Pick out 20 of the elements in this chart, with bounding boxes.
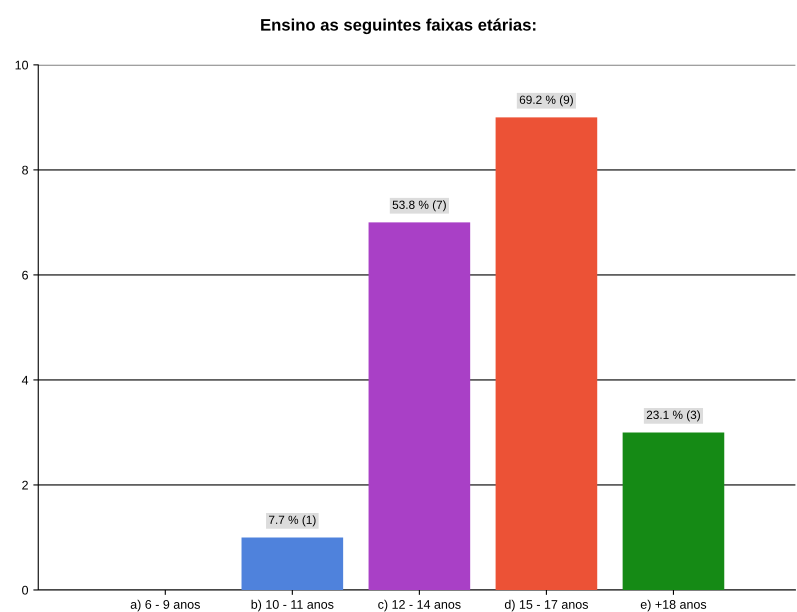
y-tick-label: 0	[22, 586, 28, 595]
y-tick-label: 8	[22, 166, 28, 175]
chart-title: Ensino as seguintes faixas etárias:	[261, 18, 536, 34]
bar	[622, 432, 724, 590]
x-tick-label: a) 6 - 9 anos	[130, 600, 200, 612]
data-label: 69.2 % (9)	[520, 95, 573, 106]
bar	[368, 222, 470, 590]
x-tick-label: c) 12 - 14 anos	[378, 600, 461, 612]
data-label: 7.7 % (1)	[268, 515, 316, 526]
y-tick-label: 10	[16, 60, 28, 70]
bar	[242, 537, 344, 590]
x-tick-label: d) 15 - 17 anos	[504, 600, 588, 612]
x-tick-label: e) +18 anos	[640, 600, 706, 612]
y-tick-label: 2	[22, 480, 28, 490]
data-label: 23.1 % (3)	[646, 410, 700, 422]
x-tick-label: b) 10 - 11 anos	[252, 600, 334, 612]
bar	[496, 117, 598, 590]
data-label: 53.8 % (7)	[392, 200, 446, 212]
y-tick-label: 4	[22, 376, 28, 384]
y-tick-label: 6	[22, 270, 28, 280]
